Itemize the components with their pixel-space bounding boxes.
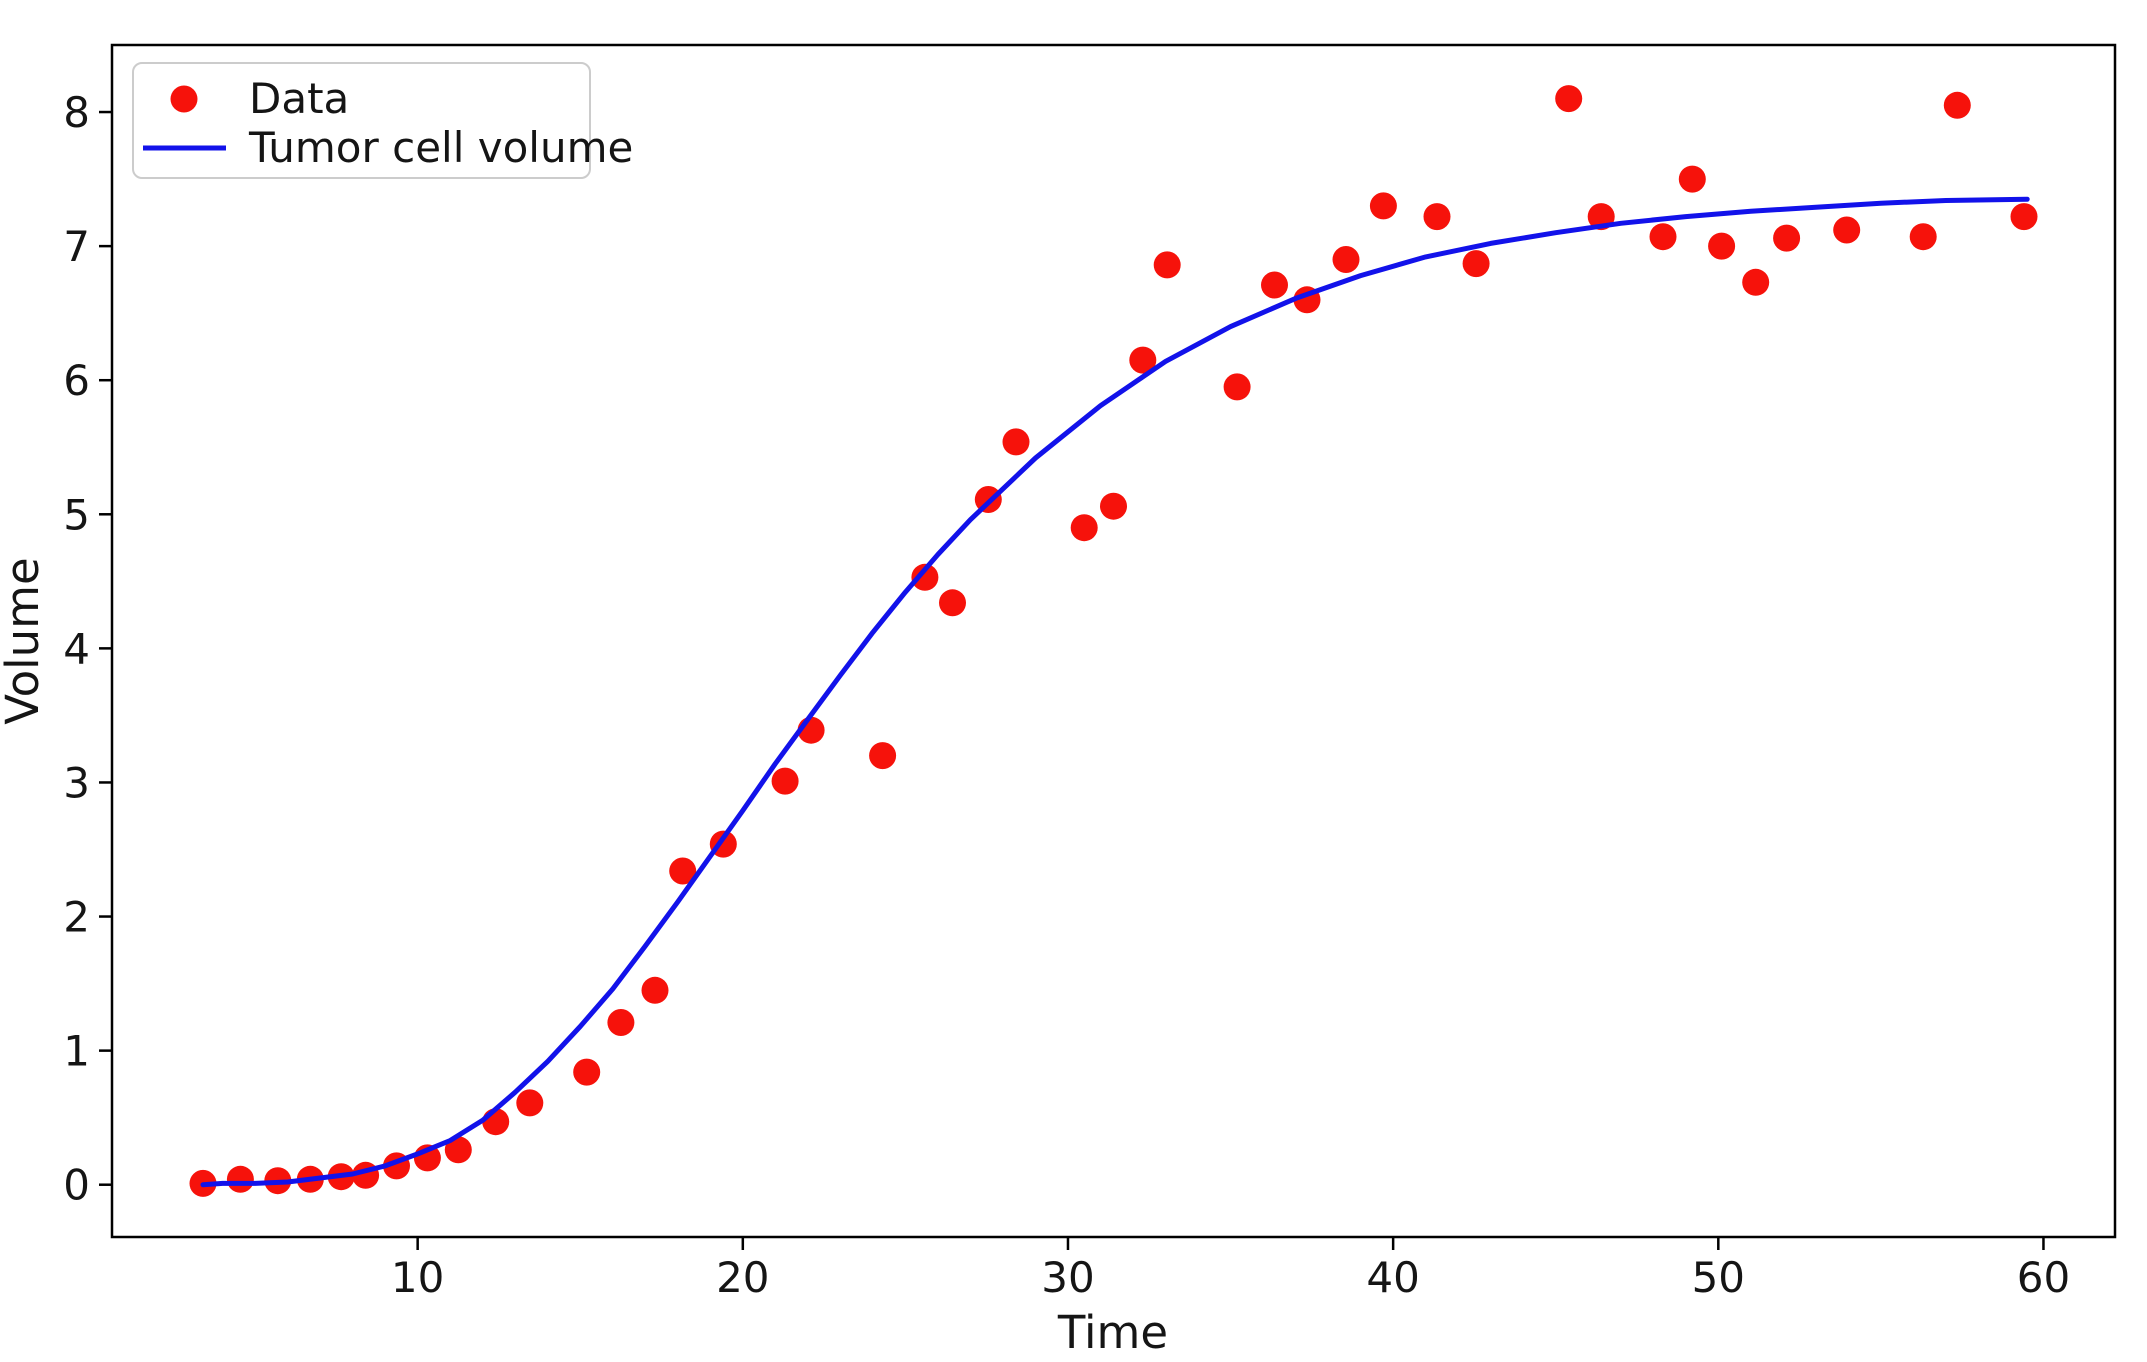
data-point [607, 1009, 635, 1036]
fit-curve [200, 196, 2030, 1188]
data-point [573, 1058, 601, 1086]
legend: Data Tumor cell volume [132, 62, 633, 179]
data-point [1100, 492, 1127, 520]
data-point [226, 1165, 254, 1193]
data-point [1555, 85, 1583, 113]
data-point [1223, 373, 1251, 401]
y-axis-label: Volume [0, 557, 49, 724]
x-tick-label: 50 [1692, 1253, 1745, 1302]
scatter-series-layer [189, 85, 2038, 1197]
fit-curve-layer [200, 196, 2030, 1188]
data-point [1261, 271, 1288, 299]
legend-label-data: Data [249, 74, 349, 123]
data-point [641, 976, 669, 1004]
y-tick-label: 3 [63, 758, 90, 807]
data-point [771, 767, 799, 795]
data-point [1153, 251, 1181, 279]
data-point [1462, 250, 1490, 278]
data-point [1833, 216, 1861, 244]
y-tick-label: 1 [63, 1027, 90, 1076]
y-tick-label: 6 [63, 356, 90, 405]
data-point [1332, 246, 1360, 273]
x-tick-label: 10 [391, 1253, 444, 1302]
y-tick-label: 2 [63, 893, 90, 942]
y-tick-label: 4 [63, 624, 90, 673]
data-point [1423, 203, 1451, 231]
data-point [2010, 203, 2038, 231]
data-point [1909, 223, 1937, 251]
y-tick-label: 0 [63, 1161, 90, 1210]
data-point [444, 1136, 472, 1164]
data-point [1070, 514, 1098, 542]
y-tick-label: 8 [63, 88, 90, 137]
data-point [1708, 232, 1736, 260]
legend-label-curve: Tumor cell volume [248, 123, 633, 172]
x-tick-label: 60 [2017, 1253, 2070, 1302]
data-point [669, 857, 697, 885]
data-point [1678, 165, 1706, 193]
data-point [1369, 192, 1397, 220]
data-point [516, 1089, 544, 1117]
y-tick-label: 7 [63, 222, 90, 271]
data-point [939, 589, 966, 617]
x-tick-label: 30 [1041, 1253, 1094, 1302]
data-point [1943, 91, 1971, 119]
legend-marker-dot [170, 85, 198, 113]
data-point [1002, 428, 1030, 456]
data-point [1129, 346, 1157, 374]
data-point [1742, 268, 1770, 296]
axis-ticks-layer: 10 20 30 40 50 60 0 1 2 3 4 5 6 7 8 [63, 88, 2070, 1302]
x-tick-label: 40 [1366, 1253, 1419, 1302]
data-point [869, 742, 897, 770]
data-point [1649, 223, 1677, 251]
plot-frame [110, 43, 2117, 1239]
data-point [1773, 224, 1801, 252]
data-point [911, 563, 939, 591]
x-axis-label: Time [1057, 1306, 1168, 1359]
legend-box [132, 62, 591, 179]
y-tick-label: 5 [63, 490, 90, 539]
x-tick-label: 20 [716, 1253, 769, 1302]
